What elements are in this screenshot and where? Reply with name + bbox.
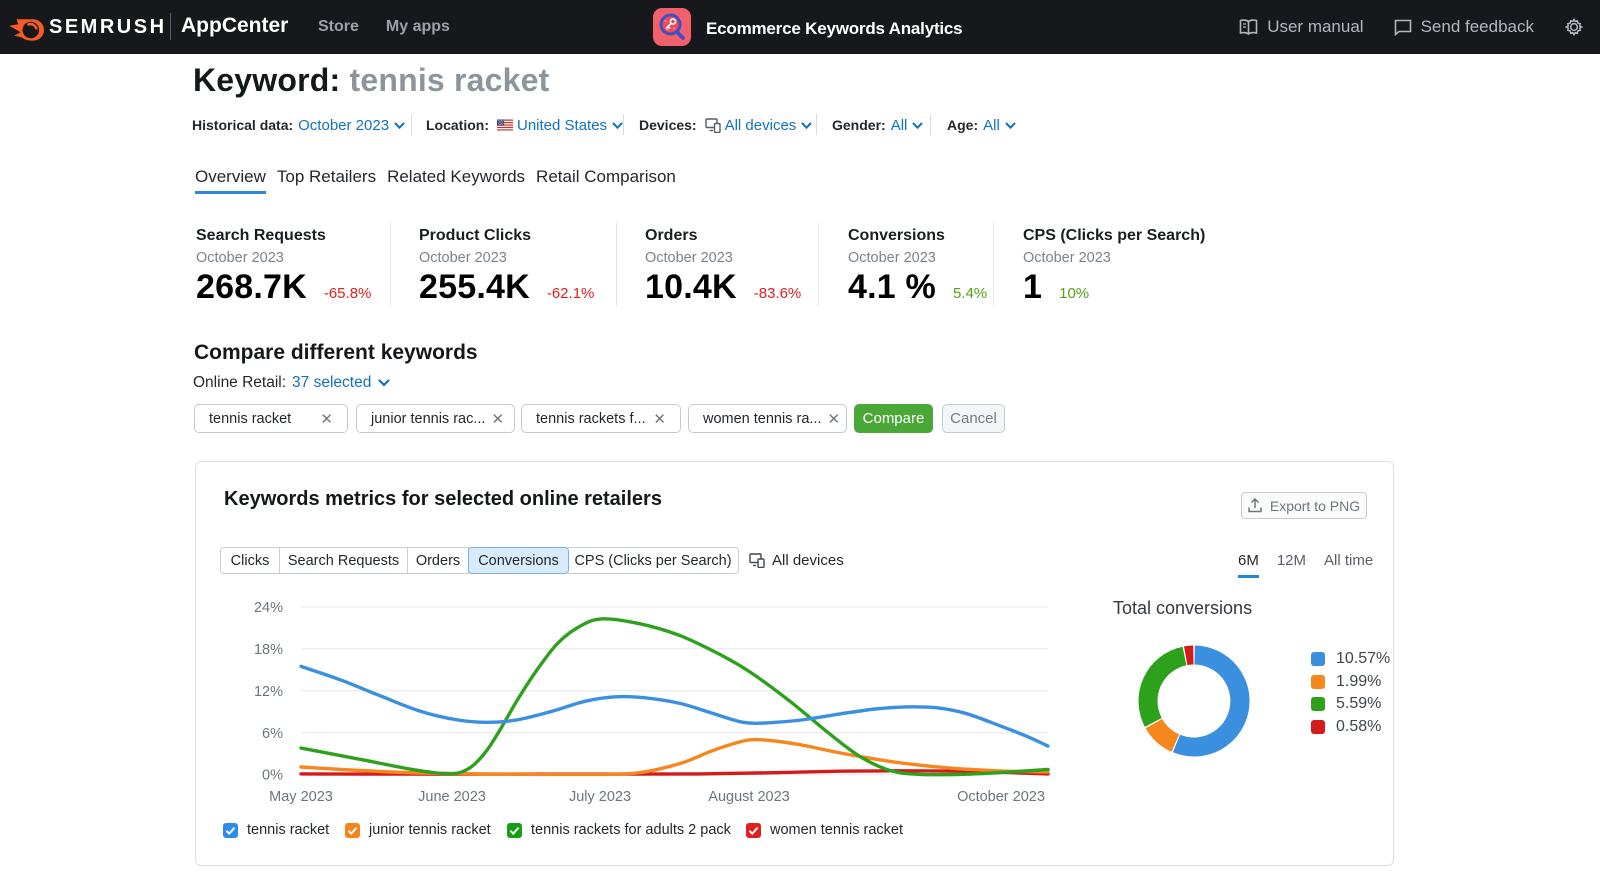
- svg-text:18%: 18%: [254, 642, 283, 658]
- svg-text:24%: 24%: [254, 600, 283, 616]
- svg-text:June 2023: June 2023: [418, 789, 486, 805]
- svg-text:August 2023: August 2023: [708, 789, 789, 805]
- svg-text:6%: 6%: [262, 726, 283, 742]
- svg-text:October 2023: October 2023: [957, 789, 1045, 805]
- svg-text:May 2023: May 2023: [269, 789, 333, 805]
- svg-text:12%: 12%: [254, 684, 283, 700]
- svg-text:July 2023: July 2023: [569, 789, 631, 805]
- svg-text:0%: 0%: [262, 768, 283, 784]
